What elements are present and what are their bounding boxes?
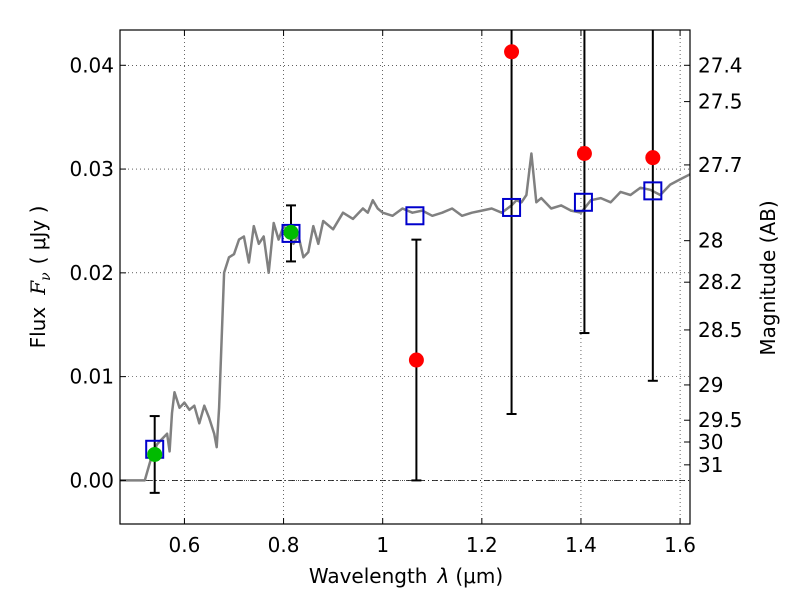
plot-frame [119,29,691,525]
x-tick-label-3: 1.2 [466,533,498,557]
mag-tick-label-7: 29.5 [698,408,743,432]
x-tick-label-5: 1.6 [664,533,696,557]
mag-tick-label-8: 30 [698,430,723,454]
upper-limit-point-3 [645,150,661,166]
mag-tick-label-1: 27.5 [698,90,743,114]
mag-tick-label-3: 28 [698,229,723,253]
grid [120,30,690,524]
detection-point-1 [283,224,299,240]
y-axis-label-unit: ( μJy ) [26,206,50,265]
x-axis-label-symbol: λ [437,564,450,588]
y-axis-label-prefix: Flux [26,307,50,349]
y-axis-label-subscript: ν [38,272,54,281]
ticks-group: 0.6 0.8 1 1.2 1.4 1.6 0.00 0.01 0.02 0.03 0.04 27.4… [69,30,743,557]
mag-tick-label-4: 28.2 [698,270,743,294]
y-tick-label-3: 0.03 [69,157,114,181]
mag-tick-label-6: 29 [698,373,723,397]
x-axis-label: Wavelength λ (μm) [309,564,503,588]
x-tick-label-4: 1.4 [565,533,597,557]
detection-point-0 [147,446,163,462]
y-axis-label-symbol: F [26,280,50,296]
points-group [145,44,663,462]
upper-limit-point-0 [408,352,424,368]
upper-limit-point-2 [576,146,592,161]
x-tick-label-1: 0.8 [268,533,300,557]
model-photometry-square-4 [573,192,593,212]
mag-tick-label-2: 27.7 [698,153,743,177]
model-photometry-square-5 [643,181,663,201]
y-tick-label-4: 0.04 [69,53,114,77]
y-tick-label-0: 0.00 [69,468,114,492]
model-sed-series [120,152,691,482]
y-tick-label-2: 0.02 [69,261,114,285]
y-tick-label-1: 0.01 [69,365,114,389]
model-sed-line [120,152,691,482]
x-tick-label-2: 1 [376,533,389,557]
x-axis-label-unit: (μm) [455,564,503,588]
mag-tick-label-9: 31 [698,453,723,477]
mag-tick-label-0: 27.4 [698,53,743,77]
x-axis-label-prefix: Wavelength [309,564,428,588]
model-photometry-square-3 [502,197,522,217]
upper-limit-point-1 [504,44,520,60]
x-tick-label-0: 0.6 [169,533,201,557]
mag-tick-label-5: 28.5 [698,318,743,342]
model-photometry-square-2 [405,206,425,226]
y-axis-label: Flux Fν ( μJy ) [26,206,54,349]
right-axis-label: Magnitude (AB) [756,200,780,355]
